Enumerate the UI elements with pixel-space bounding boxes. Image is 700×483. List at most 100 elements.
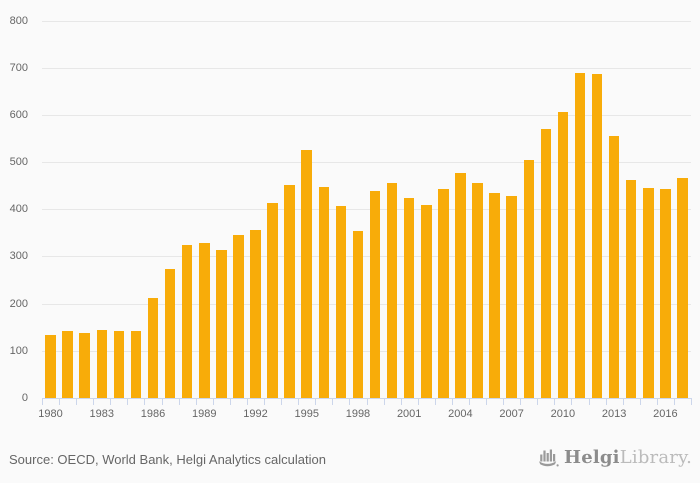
bar-2009 bbox=[540, 128, 552, 399]
bar-1990 bbox=[216, 249, 227, 399]
source-caption: Source: OECD, World Bank, Helgi Analytic… bbox=[9, 452, 326, 467]
y-axis-label-400: 400 bbox=[9, 203, 28, 216]
bar-chart-icon bbox=[538, 449, 559, 467]
x-axis-tick bbox=[554, 399, 556, 405]
bar-1982 bbox=[79, 333, 90, 399]
x-axis-tick bbox=[127, 399, 129, 405]
x-axis-label-2001: 2001 bbox=[396, 407, 422, 420]
bar-2006 bbox=[489, 192, 500, 399]
bar-2002 bbox=[421, 205, 432, 399]
x-axis-tick bbox=[76, 399, 78, 405]
bar-2004 bbox=[455, 173, 466, 399]
x-axis-label-2004: 2004 bbox=[448, 407, 473, 420]
x-axis-tick bbox=[195, 399, 197, 405]
x-axis-label-1995: 1995 bbox=[294, 407, 319, 420]
bar-1992 bbox=[250, 230, 261, 399]
helgilibrary-logo[interactable]: HelgiLibrary. bbox=[537, 446, 692, 469]
bar-2016 bbox=[660, 188, 671, 399]
logo-text-library: Library. bbox=[619, 447, 692, 468]
bar-1997 bbox=[335, 206, 347, 399]
x-axis-tick bbox=[315, 399, 317, 405]
grid-line-600 bbox=[42, 114, 691, 116]
y-axis-label-500: 500 bbox=[9, 156, 28, 169]
x-axis-label-1980: 1980 bbox=[38, 407, 63, 420]
x-axis-label-1992: 1992 bbox=[243, 407, 268, 420]
bar-1989 bbox=[199, 243, 210, 399]
bar-1988 bbox=[181, 245, 193, 399]
bar-1996 bbox=[318, 186, 330, 399]
bar-2010 bbox=[557, 112, 569, 399]
bar-2000 bbox=[386, 182, 398, 399]
bar-2012 bbox=[591, 74, 603, 399]
x-axis-tick bbox=[349, 399, 351, 405]
x-axis-tick bbox=[281, 399, 283, 405]
x-axis-tick bbox=[93, 399, 95, 405]
bar-1995 bbox=[301, 149, 312, 399]
grid-line-400 bbox=[42, 209, 691, 211]
y-axis-label-300: 300 bbox=[9, 250, 28, 263]
grid-line-800 bbox=[42, 20, 691, 22]
bar-1998 bbox=[352, 230, 364, 399]
bar-1987 bbox=[164, 268, 176, 399]
bar-2008 bbox=[523, 160, 534, 399]
x-axis-tick bbox=[468, 399, 470, 405]
x-axis-tick bbox=[656, 399, 658, 405]
bar-2017 bbox=[677, 178, 688, 399]
bar-1993 bbox=[267, 203, 278, 399]
x-axis-tick bbox=[110, 399, 112, 405]
x-axis-label-2007: 2007 bbox=[499, 407, 524, 420]
bar-1999 bbox=[369, 190, 381, 399]
y-axis-label-0: 0 bbox=[21, 392, 28, 404]
x-axis-label-2013: 2013 bbox=[601, 407, 627, 420]
bar-1983 bbox=[96, 329, 108, 399]
y-axis-label-100: 100 bbox=[9, 344, 28, 357]
grid-line-300 bbox=[42, 256, 691, 258]
x-axis-tick bbox=[571, 399, 573, 405]
x-axis-label-1998: 1998 bbox=[345, 407, 371, 420]
bar-2011 bbox=[574, 72, 586, 399]
x-axis-tick bbox=[264, 399, 266, 405]
bar-2014 bbox=[625, 180, 637, 399]
x-axis-tick bbox=[588, 399, 590, 405]
grid-line-200 bbox=[42, 303, 691, 305]
bar-2015 bbox=[643, 187, 654, 399]
x-axis-tick bbox=[144, 399, 146, 405]
x-axis-tick bbox=[622, 399, 624, 405]
bar-1981 bbox=[62, 331, 73, 399]
x-axis-tick bbox=[178, 399, 180, 405]
x-axis-tick bbox=[332, 399, 334, 405]
bar-1984 bbox=[113, 330, 125, 399]
logo-text-helgi: Helgi bbox=[563, 447, 620, 468]
x-axis-label-2016: 2016 bbox=[653, 407, 678, 420]
grid-line-100 bbox=[42, 350, 691, 352]
x-axis-tick bbox=[400, 399, 402, 405]
x-axis-tick bbox=[383, 399, 385, 405]
x-axis-tick bbox=[229, 399, 231, 405]
x-axis-tick bbox=[486, 399, 488, 405]
bar-1986 bbox=[147, 297, 159, 399]
x-axis-tick bbox=[161, 399, 163, 405]
y-axis-label-700: 700 bbox=[9, 61, 28, 74]
x-axis-label-2010: 2010 bbox=[550, 407, 576, 420]
x-axis-tick bbox=[42, 399, 43, 405]
x-axis-tick bbox=[537, 399, 539, 405]
bar-2013 bbox=[608, 136, 620, 399]
bar-1991 bbox=[233, 235, 244, 399]
x-axis-tick bbox=[246, 399, 248, 405]
x-axis-tick bbox=[673, 399, 675, 405]
grid-line-700 bbox=[42, 67, 691, 69]
bar-2003 bbox=[438, 188, 449, 399]
x-axis-tick bbox=[298, 399, 300, 405]
x-axis-tick bbox=[503, 399, 505, 405]
x-axis-label-1986: 1986 bbox=[140, 407, 166, 420]
x-axis-line bbox=[42, 398, 692, 399]
chart-footer: Source: OECD, World Bank, Helgi Analytic… bbox=[0, 437, 700, 483]
grid-line-500 bbox=[42, 162, 691, 164]
bar-2005 bbox=[472, 183, 483, 399]
x-axis-tick bbox=[451, 399, 453, 405]
y-axis-label-800: 800 bbox=[9, 14, 28, 27]
x-axis-tick bbox=[520, 399, 522, 405]
bar-1980 bbox=[45, 334, 56, 399]
